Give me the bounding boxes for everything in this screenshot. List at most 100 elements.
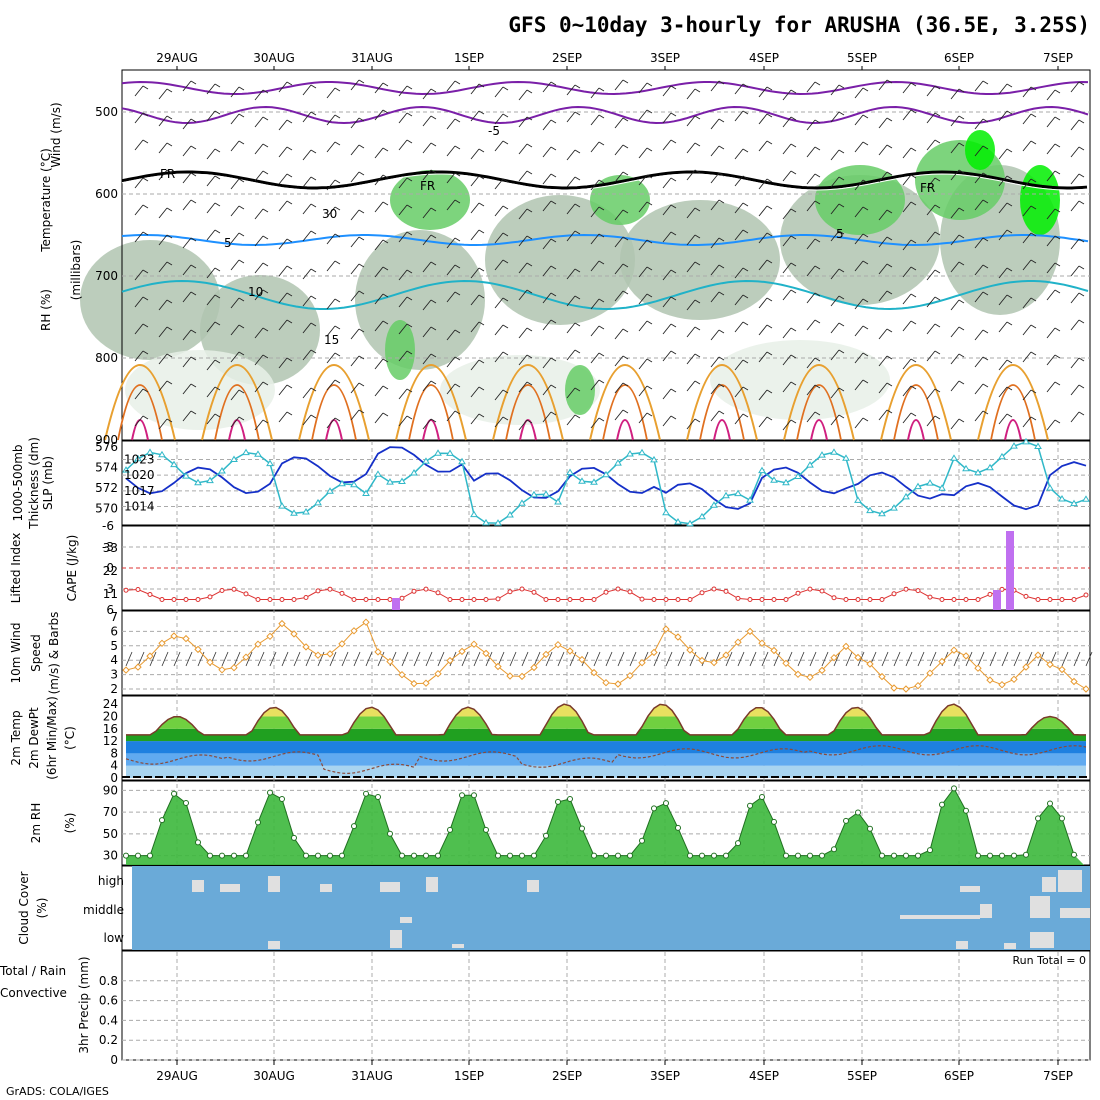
upper-wind-barb <box>470 359 480 371</box>
upper-wind-barb <box>782 235 792 247</box>
lifted-index-marker <box>435 590 441 596</box>
upper-wind-barb <box>206 359 216 371</box>
upper-wind-barb-flag <box>574 230 581 235</box>
upper-wind-barb <box>206 83 216 95</box>
lifted-index-marker <box>855 597 861 602</box>
surface-wind-barb <box>1085 651 1093 667</box>
upper-wind-barb <box>758 416 768 428</box>
upper-wind-barb <box>422 169 432 181</box>
upper-wind-barb <box>374 412 384 424</box>
upper-wind-barb <box>230 140 240 152</box>
upper-wind-barb-flag <box>262 170 269 175</box>
upper-wind-barb-flag <box>982 172 989 177</box>
surface-wind-barb <box>797 651 805 667</box>
upper-wind-barb-flag <box>790 208 797 213</box>
upper-wind-barb <box>254 354 264 366</box>
marks-layer <box>104 79 1093 950</box>
surface-wind-barb <box>1061 651 1069 667</box>
temp-tick-label: 12 <box>103 734 118 748</box>
upper-wind-barb <box>614 263 624 275</box>
upper-wind-barb-flag <box>190 199 197 204</box>
upper-wind-barb-flag <box>286 146 293 151</box>
upper-wind-barb <box>518 262 528 274</box>
upper-wind-barb-flag <box>190 172 197 177</box>
temp-contour-15-arch <box>104 364 176 441</box>
temp-tick-label: 0 <box>110 771 118 785</box>
upper-wind-barb-flag <box>574 349 581 354</box>
upper-wind-barb <box>878 409 888 421</box>
rh-marker <box>315 852 321 859</box>
upper-wind-barb-flag <box>142 231 149 236</box>
upper-wind-barb <box>494 205 504 217</box>
upper-wind-barb-flag <box>814 319 821 324</box>
lifted-index-marker <box>495 596 501 602</box>
cape-bar <box>1006 531 1014 610</box>
upper-wind-barb-flag <box>190 291 197 296</box>
thickness-marker <box>722 491 730 499</box>
temp-band <box>122 698 1090 704</box>
upper-wind-barb <box>326 352 336 364</box>
lifted-index-marker <box>591 597 597 602</box>
upper-wind-barb-flag <box>382 358 389 363</box>
upper-wind-barb <box>1022 205 1032 217</box>
upper-wind-barb <box>926 388 936 400</box>
upper-wind-barb-flag <box>958 418 965 423</box>
upper-wind-barb-flag <box>166 142 173 147</box>
upper-wind-barb <box>638 385 648 397</box>
upper-wind-barb <box>278 384 288 396</box>
upper-wind-barb-flag <box>982 118 989 123</box>
upper-wind-barb-flag <box>670 323 677 328</box>
temp-axis-label: 2m Temp <box>9 710 23 765</box>
upper-wind-barb <box>326 206 336 218</box>
upper-wind-barb-flag <box>670 177 677 182</box>
lifted-index-marker <box>303 595 309 600</box>
rh-marker <box>171 790 177 797</box>
wind-tick-label: 4 <box>110 653 118 667</box>
upper-wind-barb <box>926 177 936 189</box>
rh-tick-label: 90 <box>103 783 118 797</box>
upper-wind-barb <box>518 89 528 101</box>
upper-wind-barb <box>830 268 840 280</box>
rh-marker <box>723 852 729 859</box>
upper-wind-barb <box>566 322 576 334</box>
temp-band <box>126 753 1086 766</box>
upper-wind-barb-flag <box>718 172 725 177</box>
slp-tick-label: 1023 <box>124 452 155 466</box>
upper-wind-barb-flag <box>382 293 389 298</box>
upper-wind-barb <box>758 259 768 271</box>
upper-wind-barb <box>734 386 744 398</box>
upper-wind-barb-flag <box>214 413 221 418</box>
rh-marker <box>483 826 489 833</box>
wind-speed-marker <box>230 663 238 672</box>
upper-wind-barb <box>518 143 528 155</box>
upper-wind-barb-flag <box>526 89 533 94</box>
wind-speed-marker <box>434 669 442 678</box>
cloud-cover-bar <box>400 917 412 923</box>
upper-wind-barb <box>374 266 384 278</box>
upper-wind-barb <box>830 414 840 426</box>
thickness-tick-label: 576 <box>95 440 118 454</box>
rh-marker <box>471 792 477 799</box>
wind-speed-marker <box>602 678 610 687</box>
upper-wind-barb-flag <box>526 419 533 424</box>
lifted-index-marker <box>939 597 945 602</box>
upper-wind-barb <box>638 174 648 186</box>
upper-wind-barb-flag <box>838 149 845 154</box>
upper-wind-barb <box>182 145 192 157</box>
lifted-index-marker <box>459 597 465 602</box>
upper-wind-barb-flag <box>454 199 461 204</box>
lifted-index-marker <box>1035 597 1041 602</box>
surface-wind-barb <box>185 651 193 667</box>
upper-wind-barb-flag <box>838 230 845 235</box>
surface-wind-barb <box>653 651 661 667</box>
upper-wind-barb <box>902 358 912 370</box>
wind-barbs-axis-label: (m/s) & Barbs <box>47 612 61 695</box>
upper-wind-barb <box>326 379 336 391</box>
panel-frame-wind <box>121 610 1091 696</box>
upper-wind-barb <box>254 208 264 220</box>
surface-wind-barb <box>725 651 733 667</box>
thickness-marker <box>482 518 490 526</box>
pressure-tick-label: 700 <box>95 269 118 283</box>
upper-wind-barb <box>1046 208 1056 220</box>
upper-wind-barb <box>950 88 960 100</box>
